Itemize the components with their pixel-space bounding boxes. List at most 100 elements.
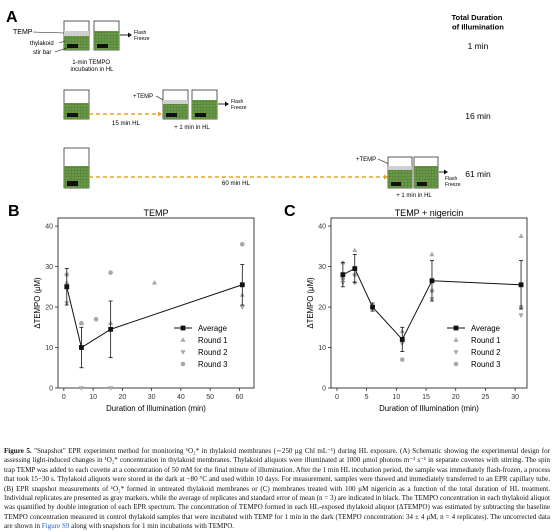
legend-label: Average (198, 324, 227, 333)
x-tick-label: 60 (235, 394, 243, 401)
figure-caption: Figure 5. "Snapshot" EPR experiment meth… (4, 447, 550, 532)
y-tick-label: 30 (45, 264, 53, 271)
cuvette-3a (63, 147, 90, 189)
average-point (64, 284, 70, 290)
row-2-hl: 15 min HL (112, 120, 141, 127)
average-point (352, 266, 358, 271)
legend-marker (453, 350, 459, 355)
cuvette-2b (162, 89, 189, 120)
arrow-3-head (444, 169, 448, 175)
label-stir-bar: stir bar (33, 50, 51, 56)
panel-c-chart: C TEMP + nigericin 0 10 20 30 40 0 5 10 15 20 25 30 Du… (284, 203, 528, 413)
y-axis-label: ΔTEMPO (μM) (33, 277, 42, 329)
replicate-point (518, 233, 524, 239)
y-tick-label: 10 (45, 345, 53, 352)
legend-label: Round 2 (471, 348, 500, 357)
panel-letter: C (284, 203, 296, 220)
dashed-hl-3-head (384, 174, 388, 180)
replicate-point (239, 305, 245, 310)
replicate-point (340, 259, 346, 265)
cuvette-2c (191, 89, 218, 120)
row-1-note: 1-min TEMPO incubation in HL (70, 60, 114, 73)
replicate-point (429, 251, 435, 257)
panel-a-letter: A (6, 9, 18, 26)
arrow-1-head (128, 32, 132, 38)
duration-header-line-1: Total Duration (451, 13, 502, 22)
replicate-point (108, 386, 114, 391)
x-tick-label: 0 (335, 394, 339, 401)
cuvette-1b (93, 20, 120, 51)
average-point (518, 282, 524, 288)
caption-label: Figure 5. (4, 447, 32, 455)
series-round-1 (64, 279, 245, 326)
replicate-point (399, 357, 405, 362)
caption-text: "Snapshot" EPR experiment method for mon… (4, 447, 550, 531)
legend-label: Average (471, 324, 500, 333)
x-tick-label: 5 (365, 394, 369, 401)
y-tick-label: 0 (322, 386, 326, 393)
flash-freeze-3-line-2: Freeze (445, 182, 461, 188)
replicate-point (518, 313, 524, 318)
x-tick-label: 10 (392, 394, 400, 401)
y-tick-label: 20 (45, 305, 53, 312)
label-thylakoid-leader (58, 40, 66, 44)
y-tick-label: 20 (318, 305, 326, 312)
y-tick-label: 40 (318, 224, 326, 231)
x-axis-label: Duration of Illumination (min) (379, 404, 479, 413)
row-3-add: +TEMP (356, 157, 376, 163)
average-point (108, 326, 114, 332)
replicate-point (78, 386, 85, 391)
legend-marker (180, 361, 186, 367)
cuvette-3c (413, 156, 439, 189)
legend-label: Round 2 (198, 348, 227, 357)
series-average (340, 254, 524, 352)
legend-label: Round 3 (471, 360, 500, 369)
y-tick-label: 30 (318, 264, 326, 271)
row-16-min: 15 min HL +TEMP Flash F (63, 89, 491, 131)
x-tick-label: 50 (206, 394, 214, 401)
flash-freeze-1-line-1: Flash (134, 30, 146, 36)
legend-label: Round 1 (198, 336, 227, 345)
legend-label: Round 1 (471, 336, 500, 345)
arrow-2-head (225, 101, 229, 107)
label-temp-leader (32, 31, 65, 34)
average-point (429, 278, 435, 284)
replicate-point (239, 242, 245, 247)
flash-freeze-2-line-2: Freeze (231, 105, 247, 111)
row-3-tail: + 1 min in HL (396, 193, 432, 199)
average-point (79, 345, 84, 350)
x-tick-label: 20 (452, 394, 460, 401)
replicate-point (151, 279, 158, 285)
row-1-duration: 1 min (468, 41, 489, 51)
panel-letter: B (8, 203, 20, 220)
x-tick-label: 40 (177, 394, 185, 401)
replicate-point (352, 247, 358, 253)
figure-panels: A Total Duration of Illumination (6, 9, 528, 413)
panel-b-chart: B TEMP 0 10 20 30 40 0 10 20 30 40 50 60 Duration of I… (8, 203, 255, 413)
label-temp: TEMP (13, 29, 33, 36)
cuvette-1a (63, 20, 90, 51)
caption-link-figure-s9[interactable]: Figure S9 (41, 522, 70, 531)
cuvette-2a (63, 89, 90, 120)
x-tick-label: 10 (89, 394, 97, 401)
flash-freeze-3-line-1: Flash (445, 176, 457, 182)
legend-marker (180, 325, 186, 331)
x-tick-label: 15 (422, 394, 430, 401)
x-tick-label: 0 (62, 394, 66, 401)
legend-marker (180, 337, 186, 342)
row-1-note-line-2: incubation in HL (70, 67, 114, 73)
legend: Average Round 1 Round 2 Round 3 (174, 324, 227, 369)
row-1-min: Flash Freeze TEMP thylakoid stir bar 1-m… (13, 20, 489, 73)
row-61-min: 60 min HL +TEMP Flash F (63, 147, 491, 199)
replicate-point (79, 320, 84, 326)
flash-freeze-1: Flash Freeze (134, 30, 150, 42)
flash-freeze-3: Flash Freeze (445, 176, 461, 188)
y-tick-label: 0 (49, 386, 53, 393)
row-3-add-leader (377, 158, 390, 165)
duration-header-line-2: of Illumination (452, 23, 504, 32)
replicate-point (93, 316, 99, 322)
label-stir-bar-leader (54, 47, 68, 53)
series-average (64, 264, 245, 369)
row-3-duration: 61 min (465, 169, 491, 179)
flash-freeze-1-line-2: Freeze (134, 36, 150, 42)
